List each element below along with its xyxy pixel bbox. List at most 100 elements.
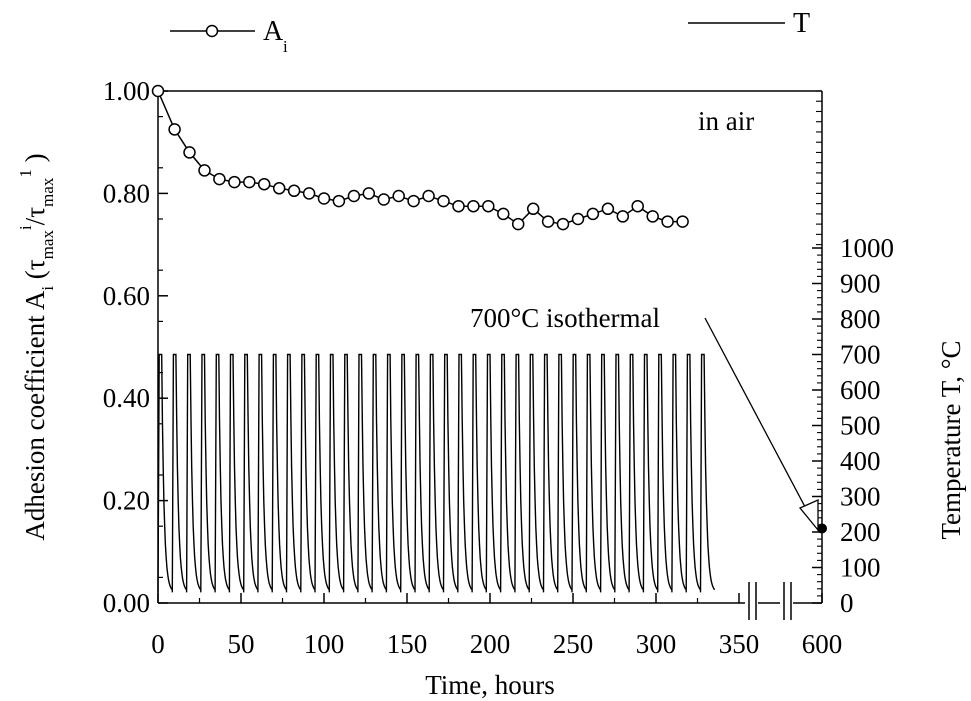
y-tick-label: 0.20	[103, 486, 150, 516]
adhesion-point	[362, 187, 376, 200]
temperature-cycle	[657, 353, 673, 593]
adhesion-point	[556, 217, 570, 231]
x-tick-label: 250	[553, 629, 594, 659]
y2-axis-title: Temperature T, °C	[936, 340, 966, 539]
adhesion-point	[452, 199, 465, 213]
adhesion-point	[482, 199, 495, 213]
temperature-cycle	[171, 353, 188, 593]
ylabel-main: Adhesion coefficient A	[20, 290, 50, 540]
ylabel-sub-i: i	[38, 286, 57, 291]
adhesion-point	[183, 146, 196, 159]
temperature-cycle	[557, 353, 573, 593]
temperature-cycle	[357, 353, 373, 593]
legend: A i T	[170, 8, 810, 56]
y-axis-title: Adhesion coefficient Ai (τmaxi/τmax1 )	[16, 153, 57, 540]
x-ticks: 0 50 100 150 200 250 300 350 600	[151, 593, 842, 659]
temperature-cycle	[585, 353, 602, 593]
adhesion-point	[257, 177, 271, 191]
x-tick-label: 100	[304, 629, 345, 659]
temperature-cycle	[628, 353, 644, 593]
temperature-cycle	[271, 353, 287, 593]
temperature-cycle	[571, 353, 587, 593]
temperature-cycle	[243, 353, 259, 593]
temperature-cycle	[599, 353, 616, 593]
temperature-cycle	[614, 353, 630, 593]
series-temperature	[157, 353, 827, 593]
legend-label-ai: A	[263, 16, 284, 47]
y-tick-label: 1.00	[103, 76, 150, 106]
temperature-cycle	[428, 353, 444, 593]
temperature-cycle	[328, 353, 345, 593]
ylabel-slash: /	[20, 217, 50, 225]
temperature-cycle	[285, 353, 302, 593]
y2-tick-label: 300	[840, 482, 881, 512]
ylabel-sup-1: 1	[16, 169, 35, 178]
temperature-cycle	[485, 353, 502, 593]
adhesion-point	[168, 123, 181, 136]
adhesion-point	[347, 189, 361, 203]
y2-tick-label: 400	[840, 446, 881, 476]
x-tick-label: 200	[470, 629, 511, 659]
temperature-cycle	[300, 353, 316, 593]
adhesion-point	[151, 84, 165, 98]
y2-tick-label: 700	[840, 340, 881, 370]
legend-label-t: T	[793, 8, 810, 39]
y2-tick-label: 0	[840, 588, 854, 618]
adhesion-point	[511, 217, 525, 231]
ylabel-open: (	[20, 270, 50, 286]
x-tick-label: 0	[151, 629, 165, 659]
adhesion-point	[377, 193, 391, 206]
annotation-isothermal: 700°C isothermal	[470, 303, 660, 333]
adhesion-point	[571, 212, 585, 226]
annotation-in-air: in air	[698, 106, 754, 136]
y-tick-label: 0.40	[103, 383, 150, 413]
left-y-ticks: 0.00 0.20 0.40 0.60 0.80 1.00	[103, 76, 822, 618]
temperature-cycle	[499, 353, 516, 593]
temperature-cycle	[185, 353, 202, 593]
adhesion-point	[287, 184, 301, 198]
temperature-cycle	[400, 353, 416, 593]
adhesion-point	[631, 199, 644, 213]
temperature-cycle	[528, 353, 544, 593]
adhesion-point	[407, 194, 420, 208]
x-tick-label: 150	[387, 629, 428, 659]
temperature-cycle	[371, 353, 387, 593]
adhesion-point	[422, 189, 435, 203]
adhesion-point	[228, 175, 241, 189]
temperature-cycle	[228, 353, 245, 593]
adhesion-point	[272, 182, 286, 195]
temperature-cycle	[342, 353, 359, 593]
temperature-cycle	[542, 353, 559, 593]
temperature-cycle	[200, 353, 216, 593]
x-tick-label: 350	[719, 629, 760, 659]
y-tick-label: 0.00	[103, 588, 150, 618]
y2-tick-label: 600	[840, 375, 881, 405]
ylabel-sup-i: i	[16, 225, 35, 230]
adhesion-point	[317, 192, 331, 205]
temperature-cycle	[442, 353, 459, 593]
temperature-cycle	[414, 353, 430, 593]
temperature-cycle	[157, 353, 173, 593]
adhesion-point	[392, 189, 405, 203]
temperature-cycle	[685, 353, 701, 593]
y2-tick-label: 100	[840, 553, 881, 583]
y2-tick-label: 200	[840, 517, 881, 547]
legend-marker-ai	[205, 24, 219, 38]
temperature-cycle	[314, 353, 330, 593]
ylabel-sub-max2: max	[38, 177, 57, 207]
ylabel-sub-max1: max	[38, 230, 57, 260]
adhesion-point	[437, 194, 450, 208]
adhesion-point	[616, 210, 630, 223]
adhesion-point	[467, 199, 480, 213]
adhesion-point	[497, 207, 510, 221]
temperature-cycle	[671, 353, 687, 593]
y2-tick-label: 900	[840, 269, 881, 299]
adhesion-point	[601, 202, 615, 216]
legend-label-ai-sub: i	[283, 37, 288, 56]
x-axis-title: Time, hours	[425, 670, 555, 700]
adhesion-point	[526, 202, 540, 216]
ylabel-tau1: τ	[20, 259, 50, 270]
series-adhesion	[151, 84, 689, 231]
adhesion-point	[586, 207, 600, 221]
